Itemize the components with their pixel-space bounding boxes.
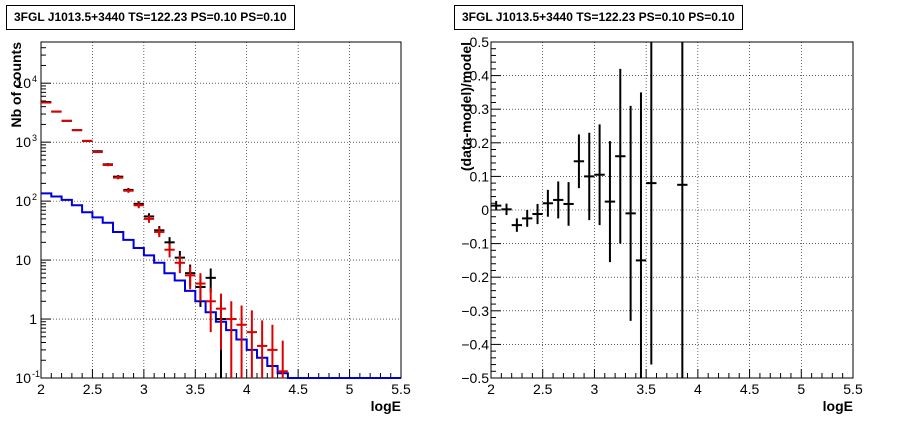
left-x-axis-label: logE [371,398,401,414]
right-y-tick-label: 0.3 [470,101,490,117]
left-x-tick-label: 2 [37,381,45,397]
right-x-tick-label: 3 [591,381,599,397]
left-model-point [113,176,124,180]
left-model-point [205,287,216,333]
left-x-tick-label: 4.5 [288,381,308,397]
right-residual-point [646,42,657,365]
left-model-point [267,324,278,378]
left-model-point [92,151,103,154]
left-x-tick-label: 2.5 [83,381,103,397]
right-y-tick-label: −0.1 [461,236,489,252]
right-x-tick-label: 5.5 [843,381,863,397]
right-residual-point [584,132,595,221]
left-model-point [246,310,257,378]
right-y-tick-label: 0 [481,202,489,218]
left-y-tick-exponent: 4 [32,74,37,84]
right-y-axis-label: (data-model)/model [458,42,474,171]
left-y-tick-label: 1 [29,311,37,327]
left-chart-title: 3FGL J1013.5+3440 TS=122.23 PS=0.10 PS=0… [6,5,295,30]
right-residual-point [573,134,585,189]
left-model-point [41,101,52,104]
left-model-point [51,110,62,113]
left-model-point [257,320,268,378]
right-x-axis-label: logE [823,398,853,414]
right-residual-point [532,203,543,225]
left-model-point [277,340,288,378]
left-y-tick-label: 10 [15,193,31,209]
right-residual-point [635,92,647,378]
left-x-tick-label: 4 [243,381,251,397]
left-model-point [143,215,155,223]
right-chart-title: 3FGL J1013.5+3440 TS=122.23 PS=0.10 PS=0… [454,5,743,30]
right-residual-point [625,105,636,321]
right-y-tick-label: −0.2 [461,269,489,285]
left-model-point [174,255,185,274]
left-y-tick-label: 10 [15,252,31,268]
left-model-point [61,119,72,122]
right-x-tick-label: 2 [487,381,495,397]
right-residual-point [615,68,626,244]
left-model-point [195,273,206,302]
left-y-tick-label: 10 [15,75,31,91]
left-y-tick-exponent: 3 [32,133,37,143]
right-residual-point [501,203,512,216]
left-x-tick-label: 5.5 [391,381,411,397]
right-x-tick-label: 4 [694,381,702,397]
right-y-tick-label: 0.4 [470,68,490,84]
left-y-tick-exponent: -1 [32,369,40,379]
right-y-tick-label: 0.2 [470,135,490,151]
right-residual-point [491,200,502,211]
right-residual-point [522,210,533,227]
right-residual-point [511,218,523,232]
right-x-tick-label: 4.5 [740,381,760,397]
left-model-point [82,139,93,142]
left-model-point [102,163,113,167]
right-x-tick-label: 3.5 [636,381,656,397]
left-model-point [123,188,134,193]
left-model-point [133,202,144,209]
right-x-tick-label: 2.5 [533,381,553,397]
right-y-tick-label: 0.1 [470,168,490,184]
left-model-point [226,301,237,378]
right-residual-point [677,42,688,378]
left-model-step-line [41,192,401,379]
left-y-tick-label: 10 [15,370,31,386]
right-residual-point [594,124,605,226]
right-y-tick-label: 0.5 [470,34,490,50]
left-y-tick-label: 10 [15,134,31,150]
right-residual-point [553,181,564,219]
left-y-tick-exponent: 2 [32,192,37,202]
left-x-tick-label: 3.5 [186,381,206,397]
left-model-point [185,266,196,290]
left-x-tick-label: 5 [346,381,354,397]
right-y-tick-label: −0.4 [461,336,489,352]
right-chart: 2 2.5 3 3.5 4 4.5 5 5.5 −0.5 −0.4 −0.3 −0.2 −0.1 0 0.1… [458,34,863,414]
right-residual-point [563,182,574,226]
right-residual-point [604,141,616,263]
left-model-point [215,293,227,350]
right-x-tick-label: 5 [797,381,805,397]
right-y-tick-label: −0.5 [461,370,489,386]
left-y-axis-label: Nb of counts [8,42,24,128]
left-x-tick-label: 3 [140,381,148,397]
left-model-point [71,129,83,132]
left-model-point [164,243,175,258]
right-y-tick-label: −0.3 [461,303,489,319]
right-residual-point [542,189,554,217]
left-model-point [236,305,247,378]
left-model-point [154,227,165,238]
